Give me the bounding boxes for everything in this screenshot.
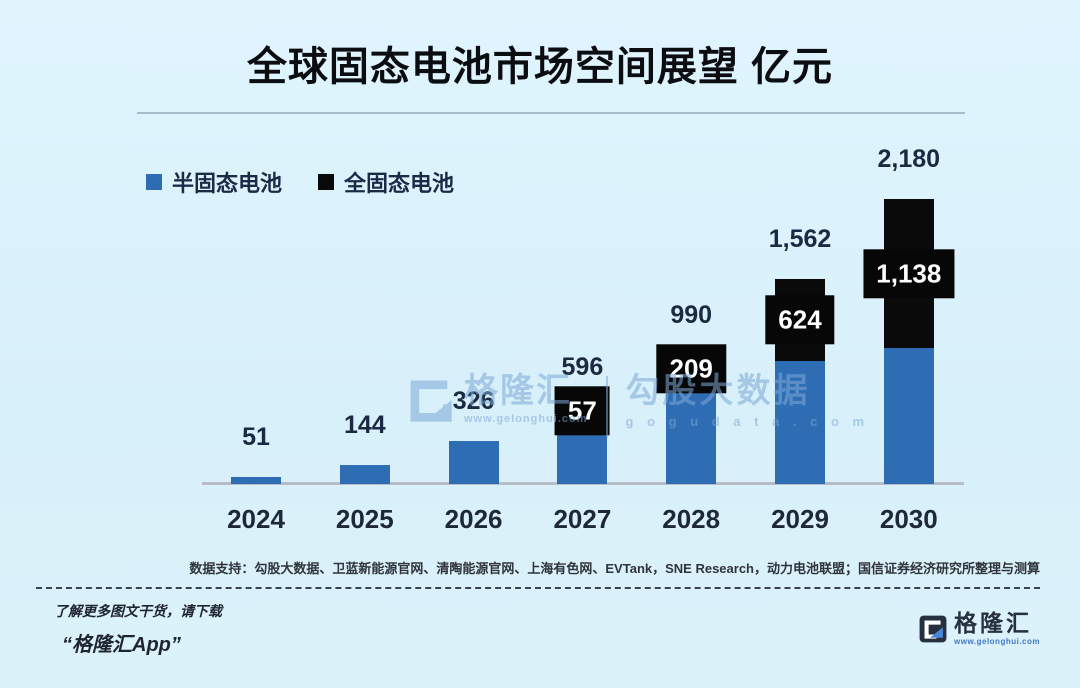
dashed-divider bbox=[36, 587, 1040, 589]
bar-semi-solid bbox=[231, 477, 281, 484]
brand-logo-url: www.gelonghui.com bbox=[954, 637, 1040, 646]
x-axis-tick-label: 2028 bbox=[662, 504, 721, 534]
bar-semi-solid bbox=[448, 441, 499, 484]
source-note: 数据支持：勾股大数据、卫蓝新能源官网、清陶能源官网、上海有色网、EVTank，S… bbox=[189, 561, 1040, 576]
promo-text: 了解更多图文干货，请下载 “格隆汇App” bbox=[54, 601, 222, 657]
bar-group-2024: 51 2024 bbox=[201, 0, 311, 688]
brand-logo-text: 格隆汇 bbox=[954, 610, 1033, 636]
promo-app-name: “格隆汇App” bbox=[62, 634, 181, 656]
legend-swatch-all-solid bbox=[318, 174, 335, 190]
legend-label-semi-solid: 半固态电池 bbox=[172, 171, 283, 196]
bar-semi-solid bbox=[775, 361, 825, 484]
total-value-label: 1,562 bbox=[768, 225, 832, 253]
total-value-label: 326 bbox=[452, 387, 495, 415]
bar-group-2029: 1,562 624 2029 bbox=[745, 0, 855, 688]
legend-label-all-solid: 全固态电池 bbox=[344, 171, 455, 196]
total-value-label: 990 bbox=[670, 301, 713, 329]
bar-group-2028: 990 209 2028 bbox=[636, 0, 746, 688]
x-axis-tick-label: 2030 bbox=[879, 504, 938, 534]
x-axis-tick-label: 2025 bbox=[335, 504, 394, 534]
bar-group-2026: 326 2026 bbox=[419, 0, 529, 688]
all-solid-value-label: 209 bbox=[656, 344, 726, 393]
total-value-label: 51 bbox=[242, 423, 270, 451]
bar-group-2030: 2,180 1,138 2030 bbox=[854, 0, 964, 688]
total-value-label: 144 bbox=[343, 411, 386, 439]
legend-swatch-semi-solid bbox=[146, 174, 162, 190]
all-solid-value-label: 624 bbox=[765, 295, 835, 345]
title-divider bbox=[137, 112, 965, 114]
bar-semi-solid bbox=[666, 382, 717, 484]
legend: 半固态电池 全固态电池 bbox=[146, 166, 480, 198]
bar-group-2025: 144 2025 bbox=[310, 0, 420, 688]
total-value-label: 596 bbox=[561, 353, 604, 381]
bar-semi-solid bbox=[883, 348, 934, 484]
x-axis-tick-label: 2024 bbox=[227, 504, 285, 534]
chart-title: 全球固态电池市场空间展望 亿元 bbox=[246, 45, 834, 89]
bar-group-2027: 596 57 2027 bbox=[527, 0, 637, 688]
gelonghui-g-logo-icon bbox=[919, 615, 947, 643]
brand-logo: 格隆汇 www.gelonghui.com bbox=[919, 612, 1040, 646]
all-solid-value-label: 57 bbox=[554, 386, 610, 435]
x-axis-tick-label: 2027 bbox=[553, 504, 612, 534]
x-axis-tick-label: 2026 bbox=[444, 504, 503, 534]
all-solid-value-label: 1,138 bbox=[863, 249, 955, 298]
total-value-label: 2,180 bbox=[877, 145, 941, 173]
bar-semi-solid bbox=[339, 465, 390, 484]
promo-line: 了解更多图文干货，请下载 bbox=[54, 603, 222, 619]
x-axis-tick-label: 2029 bbox=[771, 504, 829, 534]
